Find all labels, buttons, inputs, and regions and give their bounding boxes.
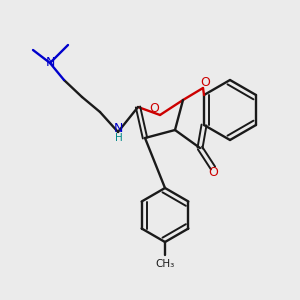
Text: N: N: [45, 56, 55, 70]
Text: O: O: [208, 166, 218, 178]
Text: O: O: [200, 76, 210, 88]
Text: N: N: [113, 122, 123, 134]
Text: CH₃: CH₃: [155, 259, 175, 269]
Text: O: O: [149, 103, 159, 116]
Text: H: H: [115, 133, 123, 143]
